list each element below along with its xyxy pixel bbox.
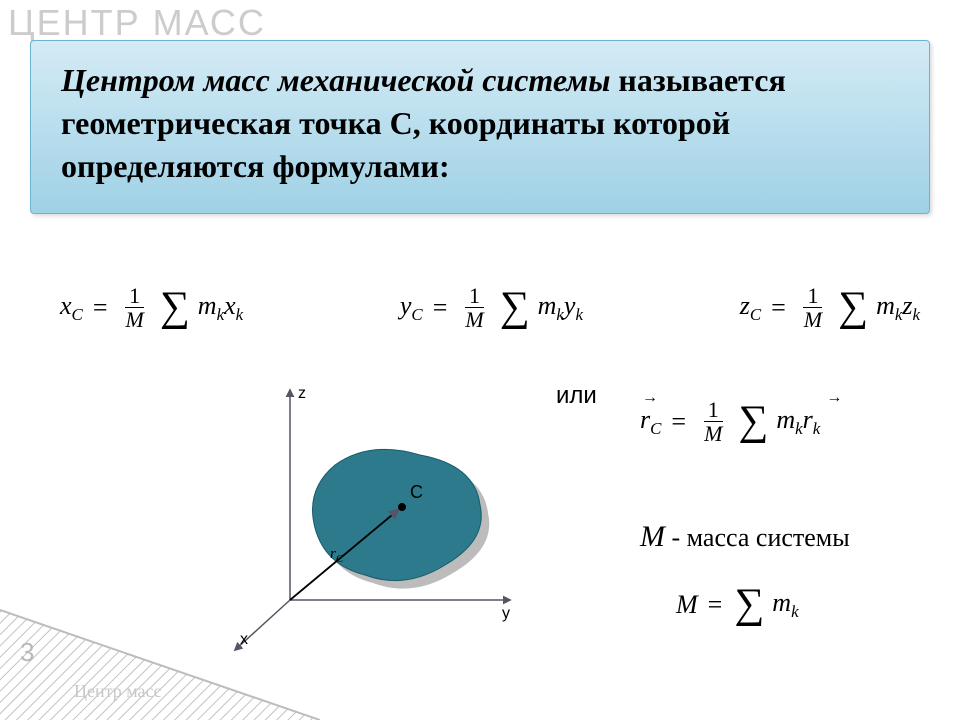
page-number: 3 bbox=[20, 637, 34, 668]
or-label: или bbox=[556, 382, 597, 410]
definition-box: Центром масс механической системы называ… bbox=[30, 40, 930, 214]
definition-lead: Центром масс механической системы bbox=[61, 62, 618, 98]
axis-z-label: z bbox=[298, 385, 306, 402]
axis-y-label: y bbox=[502, 605, 510, 622]
formula-yc: yC = 1M ∑ mkyk bbox=[400, 284, 583, 331]
formulas-row: xC = 1M ∑ mkxk yC = 1M ∑ mkyk zC = 1M ∑ … bbox=[60, 284, 920, 331]
formula-zc: zC = 1M ∑ mkzk bbox=[740, 284, 920, 331]
footer-label: Центр масс bbox=[74, 681, 161, 702]
mass-legend: M - масса системы bbox=[640, 520, 850, 554]
footer-decoration bbox=[0, 600, 320, 720]
slide-title: ЦЕНТР МАСС bbox=[8, 2, 266, 44]
formula-xc: xC = 1M ∑ mkxk bbox=[60, 284, 243, 331]
formula-rc: →rC = 1M ∑ mk→rk bbox=[640, 398, 820, 445]
formula-mass: M = ∑ mk bbox=[676, 588, 799, 622]
point-c-label: C bbox=[410, 482, 423, 502]
